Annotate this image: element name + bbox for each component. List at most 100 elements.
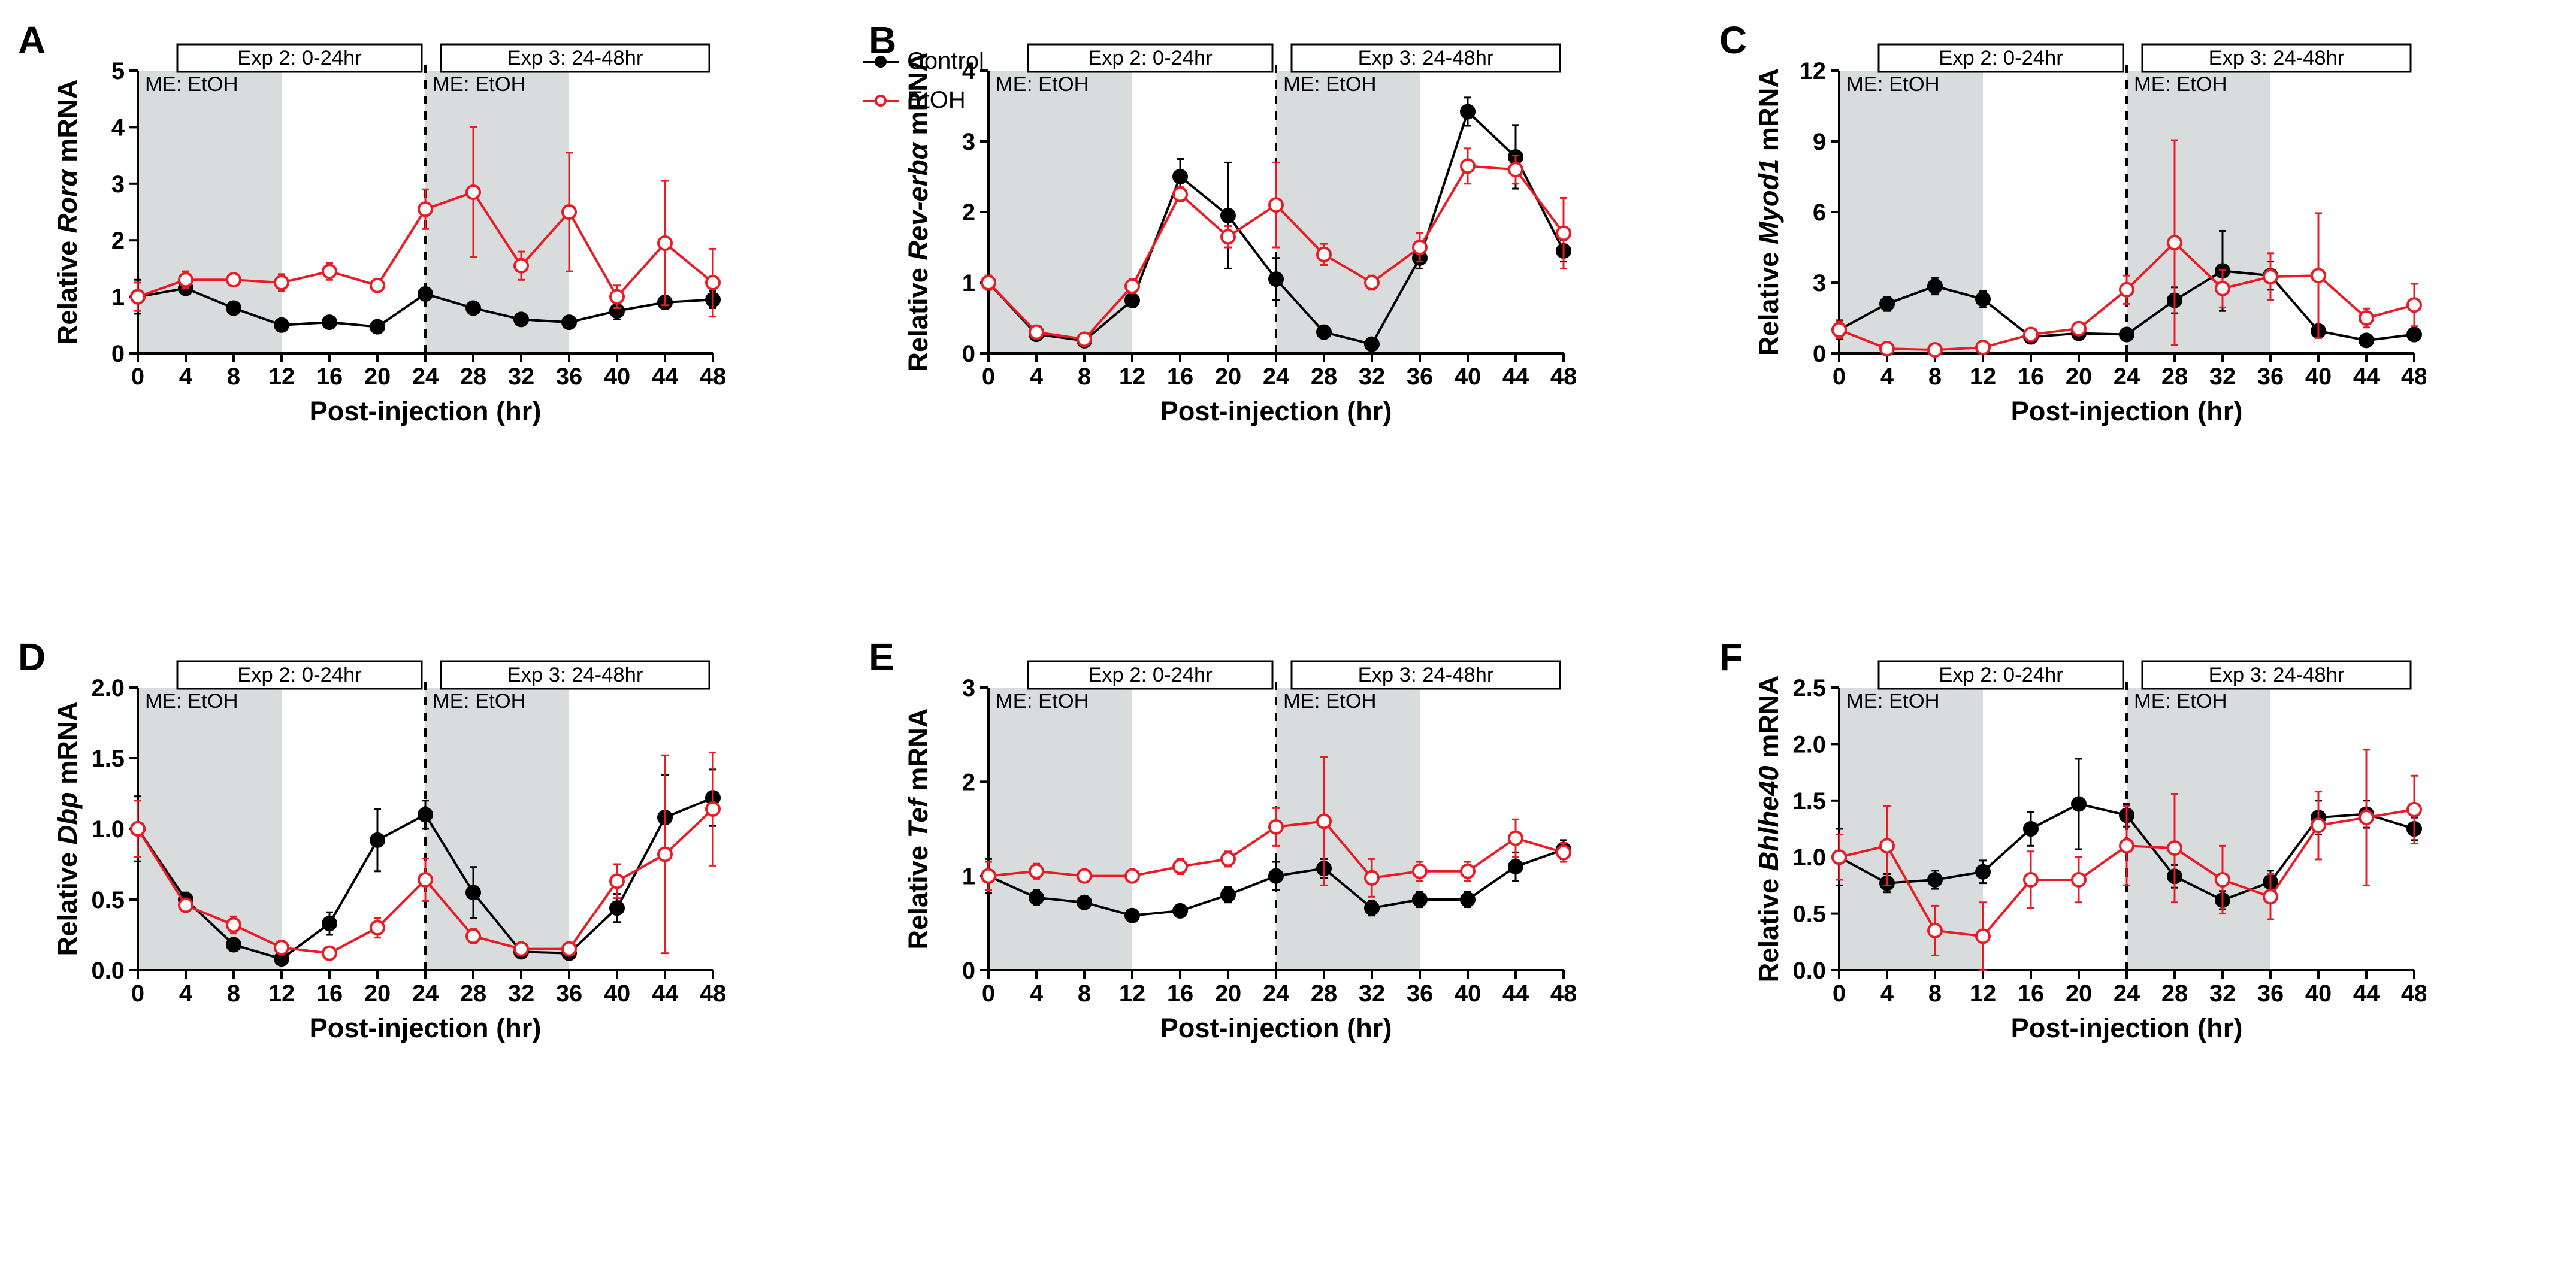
series-marker [1030,891,1043,904]
series-marker [1126,869,1139,882]
series-marker [371,921,384,934]
me-etoh-label: ME: EtOH [1846,690,1940,713]
series-marker [706,802,719,815]
xtick-label: 0 [131,364,144,390]
series-marker [2312,269,2325,282]
panel-E: E048121620242832364044480123Post-injecti… [869,635,1671,1234]
panel-A: A04812162024283236404448012345Post-injec… [18,18,821,617]
chart-B: 0481216202428323640444801234Post-injecti… [905,42,1576,437]
xtick-label: 32 [1359,364,1385,390]
series-marker [419,202,432,216]
xtick-label: 44 [652,364,678,390]
series-marker [2360,311,2373,325]
series-marker [467,301,480,314]
series-marker [371,320,384,334]
ytick-label: 2.0 [1793,731,1826,758]
shade-region [1276,688,1420,970]
me-etoh-label: ME: EtOH [2134,690,2227,713]
ytick-label: 1.5 [1793,788,1826,814]
x-axis-label: Post-injection (hr) [2011,1013,2243,1043]
xtick-label: 20 [1215,980,1241,1007]
x-axis-label: Post-injection (hr) [310,396,542,426]
series-marker [982,276,995,289]
series-marker [982,869,995,882]
series-marker [323,917,336,930]
exp-box-label: Exp 2: 0-24hr [237,664,362,686]
series-marker [1126,909,1139,922]
chart-A: 04812162024283236404448012345Post-inject… [54,42,725,437]
ytick-label: 5 [111,58,125,84]
y-axis-label: Relative Dbp mRNA [54,701,83,956]
xtick-label: 24 [1263,980,1289,1007]
series-marker [610,874,624,888]
exp-box-label: Exp 3: 24-48hr [507,664,643,686]
xtick-label: 8 [227,364,240,390]
series-marker [419,808,432,821]
exp-box-label: Exp 3: 24-48hr [2209,47,2345,69]
chart-D: 048121620242832364044480.00.51.01.52.0Po… [54,659,725,1054]
me-etoh-label: ME: EtOH [1846,73,1940,96]
figure-grid: A04812162024283236404448012345Post-injec… [0,0,2540,1251]
shade-region [138,71,282,353]
xtick-label: 4 [179,980,192,1007]
series-marker [1928,343,1942,356]
series-marker [2072,873,2085,886]
xtick-label: 24 [2114,980,2140,1007]
series-marker [227,273,240,286]
series-marker [467,929,480,943]
series-marker [131,822,144,835]
series-marker [658,847,672,861]
xtick-label: 24 [1263,364,1289,390]
xtick-label: 44 [1502,364,1529,390]
panel-letter-A: A [18,18,46,62]
xtick-label: 20 [364,980,391,1007]
xtick-label: 32 [2209,364,2236,390]
panel-D: D048121620242832364044480.00.51.01.52.0P… [18,635,821,1234]
xtick-label: 8 [1078,980,1091,1007]
series-marker [371,833,384,846]
xtick-label: 20 [364,364,391,390]
xtick-label: 28 [1311,364,1337,390]
series-marker [1880,342,1894,355]
me-etoh-label: ME: EtOH [996,690,1089,713]
panel-C: C04812162024283236404448036912Post-injec… [1719,18,2522,617]
series-marker [1126,280,1139,293]
xtick-label: 12 [268,364,295,390]
series-marker [2264,890,2277,903]
series-marker [1174,904,1187,917]
series-marker [1880,839,1894,852]
panel-F: F048121620242832364044480.00.51.01.52.02… [1719,635,2522,1234]
xtick-label: 16 [1167,980,1193,1007]
xtick-label: 36 [556,980,582,1007]
xtick-label: 44 [1502,980,1529,1007]
exp-box-label: Exp 2: 0-24hr [1088,47,1213,69]
series-marker [2024,873,2037,886]
series-marker [275,941,288,954]
xtick-label: 20 [1215,364,1241,390]
xtick-label: 8 [227,980,240,1007]
panel-letter-E: E [869,635,894,679]
series-marker [1509,859,1522,873]
xtick-label: 48 [700,364,725,390]
series-marker [1269,272,1283,286]
ytick-label: 1 [962,863,975,889]
panel-letter-F: F [1719,635,1743,679]
series-marker [658,237,672,250]
series-marker [1269,820,1283,833]
ytick-label: 0.0 [92,958,125,984]
series-marker [1461,893,1474,906]
series-marker [2408,803,2421,816]
ytick-label: 1.0 [92,816,125,843]
xtick-label: 8 [1928,364,1942,390]
exp-box-label: Exp 3: 24-48hr [507,47,643,69]
y-axis-label: Relative Myod1 mRNA [1755,68,1784,356]
xtick-label: 12 [1119,980,1145,1007]
ytick-label: 2 [111,228,125,254]
series-marker [419,873,432,886]
series-marker [1976,865,1990,878]
exp-box-label: Exp 2: 0-24hr [1939,47,2063,69]
shade-region [1276,71,1420,353]
xtick-label: 28 [1311,980,1337,1007]
series-marker [1928,280,1942,293]
xtick-label: 40 [604,364,630,390]
